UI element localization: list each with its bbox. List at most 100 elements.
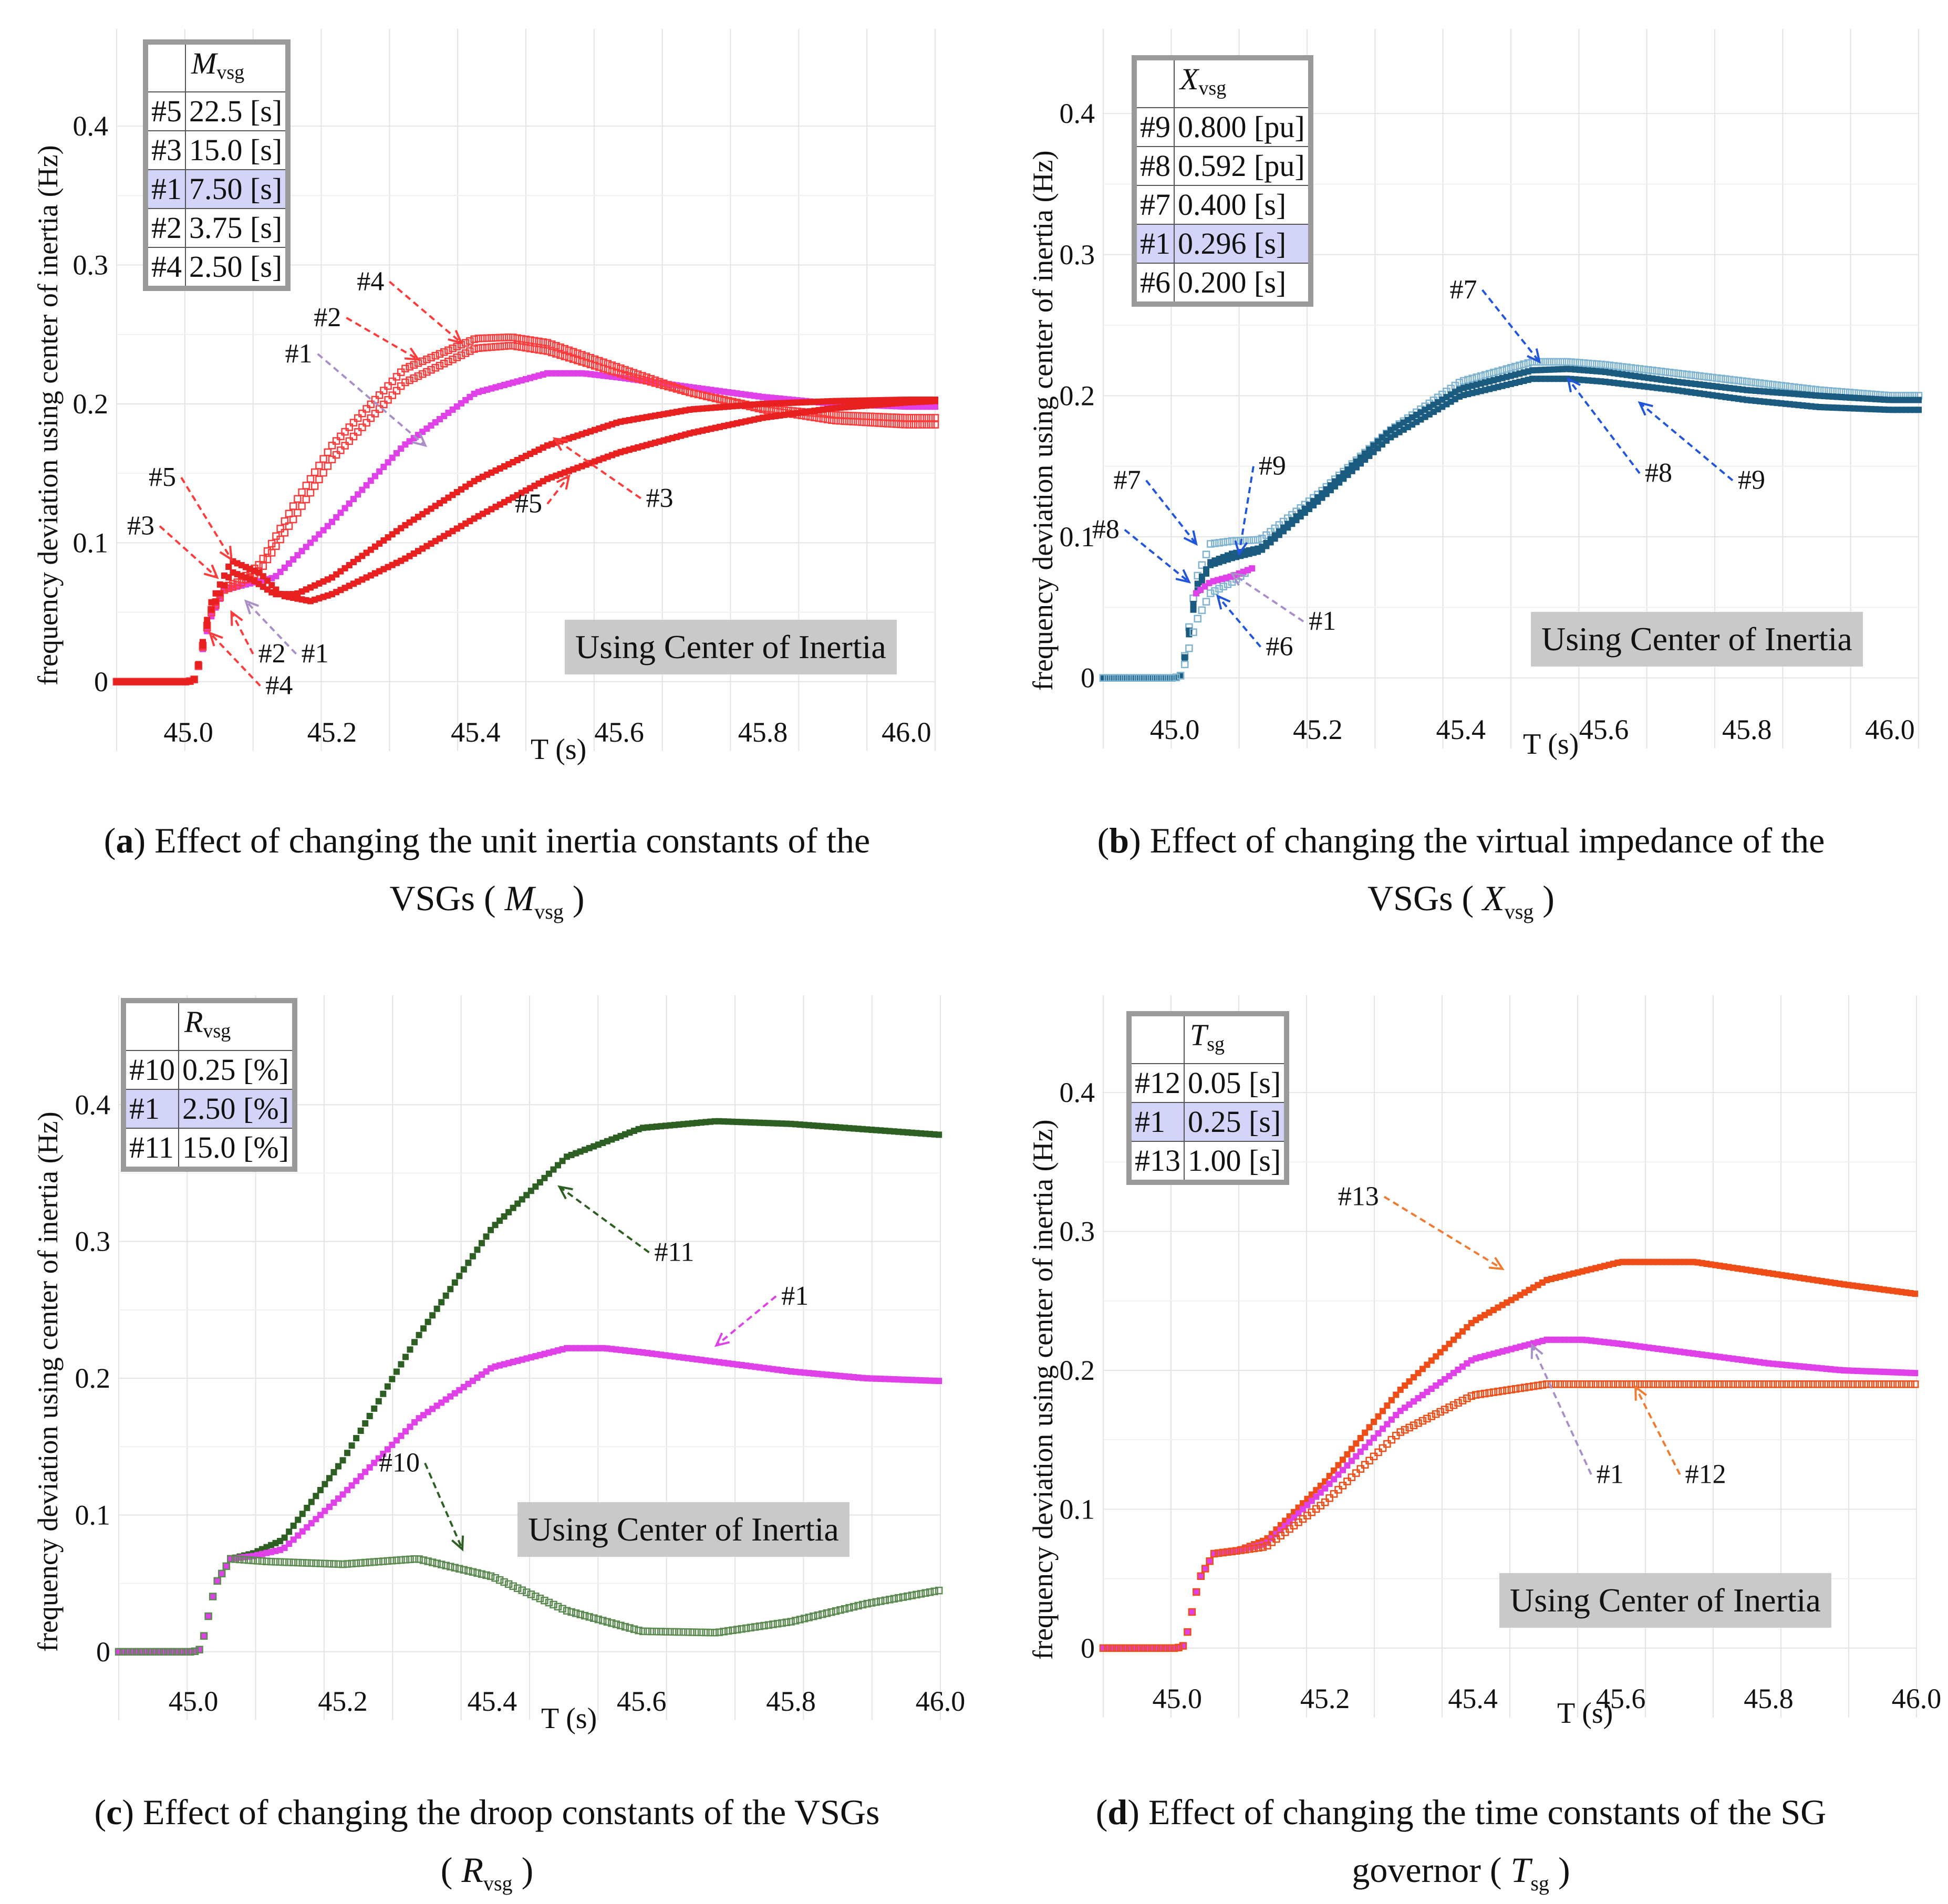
marker	[195, 661, 202, 668]
marker	[289, 502, 297, 510]
annotation: #2	[314, 303, 420, 361]
marker	[1649, 1380, 1657, 1388]
marker	[513, 342, 521, 350]
annotation-arrowhead	[1175, 569, 1191, 584]
marker	[1880, 1380, 1888, 1388]
marker	[810, 1612, 817, 1620]
marker	[173, 1648, 181, 1656]
marker	[1786, 382, 1794, 391]
marker	[341, 442, 349, 450]
marker	[1185, 644, 1193, 652]
marker	[1485, 370, 1494, 378]
panel-d: 45.0 45.2 45.4 45.6 45.8 46.0 0 0.1 0.2 0.3 0.4 #13…	[974, 0, 1948, 1760]
legend-case-value: 1.00 [s]	[1183, 1141, 1288, 1183]
marker	[1915, 407, 1922, 413]
marker	[267, 539, 276, 548]
marker	[888, 420, 896, 428]
y-tick-label: 0.4	[1060, 1077, 1095, 1108]
marker	[909, 421, 918, 429]
legend-c: Rvsg #10 0.25 [%] #1 2.50 [%] #11 15.0 [%]	[121, 998, 297, 1172]
marker	[258, 1557, 266, 1565]
legend-case-id: #7	[1134, 185, 1175, 225]
marker	[1743, 378, 1751, 386]
annotation-arrow	[1145, 480, 1197, 545]
marker	[1576, 359, 1583, 367]
marker	[294, 1558, 302, 1567]
marker	[208, 599, 215, 606]
marker	[877, 1597, 885, 1605]
marker	[460, 1566, 468, 1574]
marker	[1211, 587, 1219, 595]
marker	[453, 353, 461, 361]
y-tick-label: 0.2	[1060, 380, 1095, 411]
marker	[733, 1626, 741, 1634]
marker	[216, 581, 223, 588]
marker	[532, 1593, 540, 1600]
marker	[1583, 1380, 1591, 1388]
legend-symbol: M	[191, 46, 217, 80]
marker	[1734, 1380, 1742, 1388]
marker	[406, 1555, 414, 1564]
marker	[401, 378, 409, 387]
marker	[1477, 372, 1485, 380]
legend-row: #8 0.592 [pu]	[1134, 146, 1311, 186]
x-tick-label: 45.4	[1436, 714, 1486, 745]
marker	[392, 387, 401, 395]
marker	[1182, 654, 1188, 661]
marker	[1516, 1384, 1524, 1392]
marker	[1108, 1644, 1116, 1652]
marker	[289, 515, 297, 524]
marker	[466, 337, 474, 345]
marker	[1494, 1388, 1502, 1396]
caption-text: T	[1510, 1850, 1531, 1890]
marker	[1791, 1380, 1799, 1388]
legend-case-value: 15.0 [s]	[184, 130, 289, 170]
annotation-arrowhead	[1488, 1256, 1505, 1271]
marker	[541, 1596, 548, 1605]
marker	[1139, 1644, 1147, 1652]
caption-text: b	[1109, 820, 1130, 860]
marker	[388, 391, 397, 399]
marker	[428, 1558, 437, 1566]
marker	[1375, 1413, 1382, 1420]
marker	[1738, 377, 1747, 385]
marker	[720, 397, 728, 404]
marker	[1663, 1380, 1671, 1388]
marker	[1104, 1644, 1112, 1652]
marker	[1197, 1573, 1204, 1579]
marker	[310, 468, 319, 476]
marker	[556, 351, 564, 359]
marker	[1206, 1557, 1214, 1565]
x-tick-label: 45.6	[1596, 1683, 1646, 1714]
annotation-arrowhead	[556, 474, 571, 490]
marker	[213, 1577, 221, 1585]
marker	[693, 1628, 701, 1636]
marker	[1203, 566, 1210, 573]
legend-case-id: #9	[1134, 107, 1175, 147]
marker	[1249, 536, 1258, 544]
marker	[1193, 1588, 1200, 1596]
marker	[306, 488, 315, 497]
marker	[1906, 1380, 1914, 1388]
marker	[664, 381, 672, 389]
annotation: #1	[1230, 572, 1336, 636]
marker	[1747, 1380, 1755, 1388]
marker	[1818, 1380, 1826, 1388]
annotation-arrow	[558, 1185, 650, 1254]
marker	[1117, 1644, 1125, 1652]
annotation: #1	[1530, 1343, 1624, 1489]
annotation-label: #5	[149, 462, 176, 492]
marker	[214, 1577, 221, 1584]
marker	[1696, 372, 1704, 380]
series-d-12	[1099, 1380, 1919, 1652]
marker	[219, 1570, 225, 1577]
caption-text: )	[1549, 1850, 1570, 1890]
annotation-arrow	[209, 632, 261, 687]
legend-case-id: #6	[1134, 263, 1175, 305]
marker	[442, 1292, 449, 1299]
legend-row: #1 2.50 [%]	[123, 1089, 295, 1129]
marker	[1596, 1380, 1604, 1388]
marker	[447, 1286, 454, 1293]
annotation-label: #11	[654, 1237, 694, 1267]
y-tick-label: 0.4	[75, 1089, 111, 1120]
